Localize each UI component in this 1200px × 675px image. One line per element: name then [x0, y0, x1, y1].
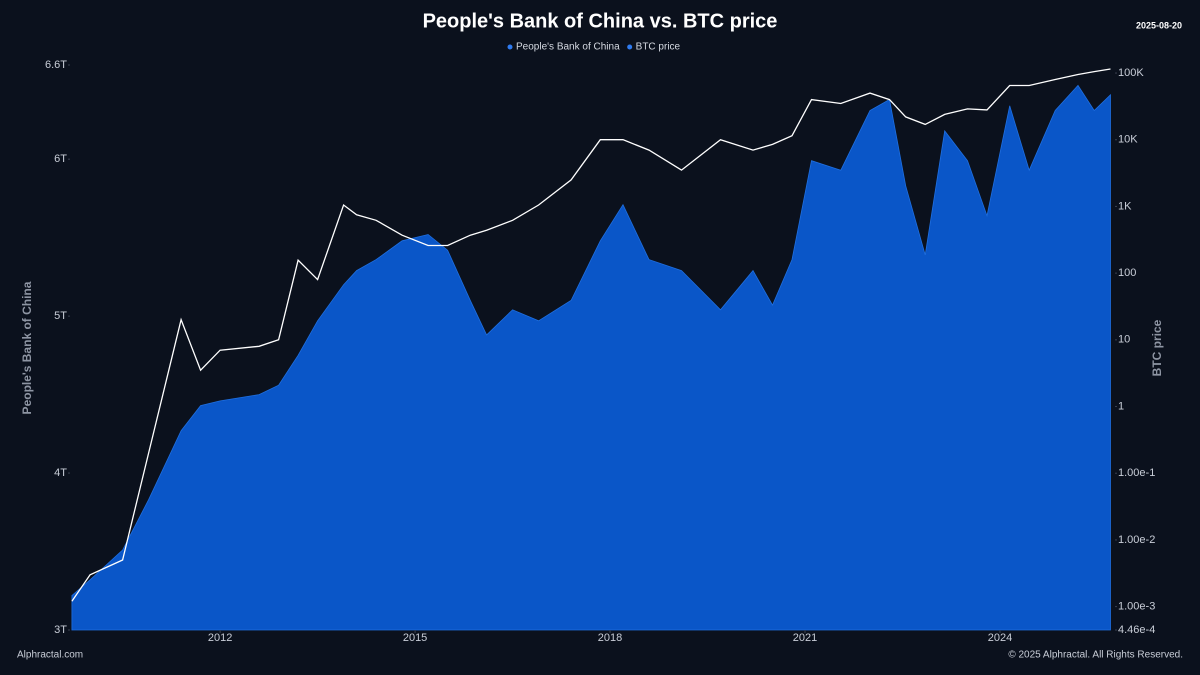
y-tick-label: 4T — [54, 467, 67, 479]
footer-left: Alphractal.com — [17, 650, 83, 661]
y-tick-label: 6.6T — [45, 59, 67, 71]
y2-tick-label: 1K — [1118, 200, 1132, 212]
footer-right: © 2025 Alphractal. All Rights Reserved. — [1008, 650, 1183, 661]
x-tick-label: 2021 — [793, 632, 817, 644]
y2-tick-label: 100K — [1118, 67, 1144, 79]
y2-tick-label: 100 — [1118, 267, 1136, 279]
pboc-area — [71, 84, 1111, 631]
y-axis-title: People's Bank of China — [20, 281, 34, 414]
legend-label: BTC price — [636, 42, 681, 53]
y2-tick-label: 10K — [1118, 134, 1138, 146]
legend-marker — [507, 44, 513, 50]
y2-axis-title: BTC price — [1150, 319, 1164, 376]
y2-tick-label: 1.00e-3 — [1118, 601, 1155, 613]
y-tick-label: 5T — [54, 310, 67, 322]
x-tick-label: 2015 — [403, 632, 427, 644]
y-tick-label: 3T — [54, 624, 67, 636]
chart-title: People's Bank of China vs. BTC price — [423, 10, 778, 32]
legend: People's Bank of China BTC price — [507, 42, 681, 53]
btc-line — [71, 68, 1111, 602]
y2-tick-label: 10 — [1118, 334, 1130, 346]
date: 2025-08-20 — [1136, 20, 1182, 30]
x-tick-label: 2012 — [208, 632, 232, 644]
y2-tick-label: 4.46e-4 — [1118, 624, 1155, 636]
legend-marker — [627, 44, 633, 50]
legend-label: People's Bank of China — [516, 42, 620, 53]
x-tick-label: 2018 — [598, 632, 622, 644]
y2-tick-label: 1 — [1118, 400, 1124, 412]
y2-tick-label: 1.00e-1 — [1118, 467, 1155, 479]
y-tick-label: 6T — [54, 153, 67, 165]
x-tick-label: 2024 — [988, 632, 1012, 644]
y2-tick-label: 1.00e-2 — [1118, 534, 1155, 546]
